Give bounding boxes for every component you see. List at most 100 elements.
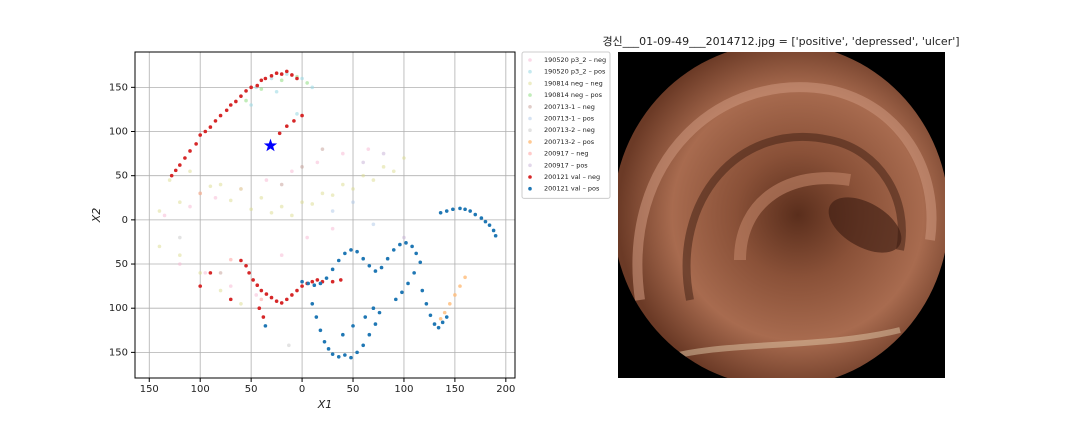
y-tick-label: 100 [109,127,128,138]
scatter-point [269,76,274,81]
scatter-point [391,169,396,174]
scatter-point [444,209,449,213]
scatter-point [424,301,429,306]
scatter-point [228,257,233,262]
scatter-point [300,76,304,81]
scatter-point [330,209,335,213]
legend-label: 200917 – neg [544,150,588,158]
scatter-point [162,213,167,218]
scatter-point [310,202,315,206]
scatter-point [188,149,192,153]
scatter-point [198,191,203,196]
scatter-point [315,278,320,282]
y-tick-label: 100 [109,303,128,314]
image-title: 경신___01-09-49___2014712.jpg = ['positive… [602,35,959,48]
x-tick-label: 100 [191,384,210,395]
scatter-point [324,276,329,280]
scatter-point [361,343,366,348]
scatter-point [351,324,355,328]
x-axis-label: X1 [317,398,333,411]
scatter-point [473,212,478,217]
scatter-point [305,81,309,85]
scatter-point [264,178,269,182]
scatter-point [306,281,310,286]
scatter-point [279,72,284,76]
scatter-point [371,178,376,182]
scatter-point [341,182,345,187]
scatter-point [178,253,182,257]
legend-label: 190814 neg – neg [544,79,603,87]
highlight-star [263,138,278,152]
scatter-point [169,173,174,178]
scatter-point [198,284,203,288]
scatter-point [406,281,410,286]
scatter-point [263,76,268,81]
scatter-point [274,71,279,76]
scatter-point [326,347,331,351]
scatter-point [264,292,269,296]
scatter-point [458,284,462,288]
scatter-point [244,263,248,268]
legend-label: 190520 p3_2 – neg [544,56,606,64]
scatter-point [239,258,243,263]
scatter-point [377,310,382,315]
scatter-point [234,99,238,104]
legend-marker [528,163,532,168]
scatter-point [259,195,264,200]
scatter-point [274,89,279,94]
scatter-point [379,265,384,270]
scatter-point [228,198,233,203]
x-tick-label: 150 [445,384,464,395]
scatter-point [440,320,445,325]
scatter-point [438,210,443,215]
scatter-point [255,83,260,88]
scatter-point [239,187,243,191]
legend-label: 200713-1 – neg [544,103,595,111]
x-tick-label: 100 [394,384,413,395]
scatter-point [336,258,341,263]
scatter-point [436,325,441,330]
scatter-point [269,210,274,215]
scatter-point [292,119,296,123]
scatter-point [343,353,347,357]
legend-marker [528,93,532,97]
scatter-point [305,235,309,240]
scatter-point [373,322,378,326]
scatter-point [361,160,366,165]
scatter-point [310,301,315,306]
scatter-point [247,271,251,275]
legend-label: 200121 val – pos [544,185,600,193]
scatter-point [338,278,343,282]
scatter-point [198,271,203,275]
legend-marker [528,140,532,144]
legend-marker [528,69,532,74]
scatter-point [244,98,248,103]
scatter-point [194,142,198,146]
scatter-point [447,301,452,306]
scatter-point [249,103,253,107]
scatter-point [208,125,213,129]
scatter-point [330,279,335,284]
scatter-point [463,275,467,280]
scatter-point [178,163,182,167]
scatter-point [300,284,304,288]
scatter-point [279,253,284,257]
scatter-point [361,256,366,261]
scatter-point [300,113,304,118]
scatter-point [198,133,203,137]
scatter-point [157,209,162,213]
scatter-point [263,324,268,328]
scatter-point [295,112,299,116]
legend-label: 190520 p3_2 – pos [544,68,606,76]
scatter-point [341,151,345,156]
scatter-point [367,332,372,337]
scatter-point [400,290,404,295]
scatter-point [295,288,299,293]
scatter-point [218,113,223,118]
scatter-point [314,315,319,319]
legend-marker [528,151,532,156]
scatter-point [479,216,484,220]
scatter-point [277,131,282,136]
scatter-point [269,74,274,78]
scatter-point [290,73,294,77]
